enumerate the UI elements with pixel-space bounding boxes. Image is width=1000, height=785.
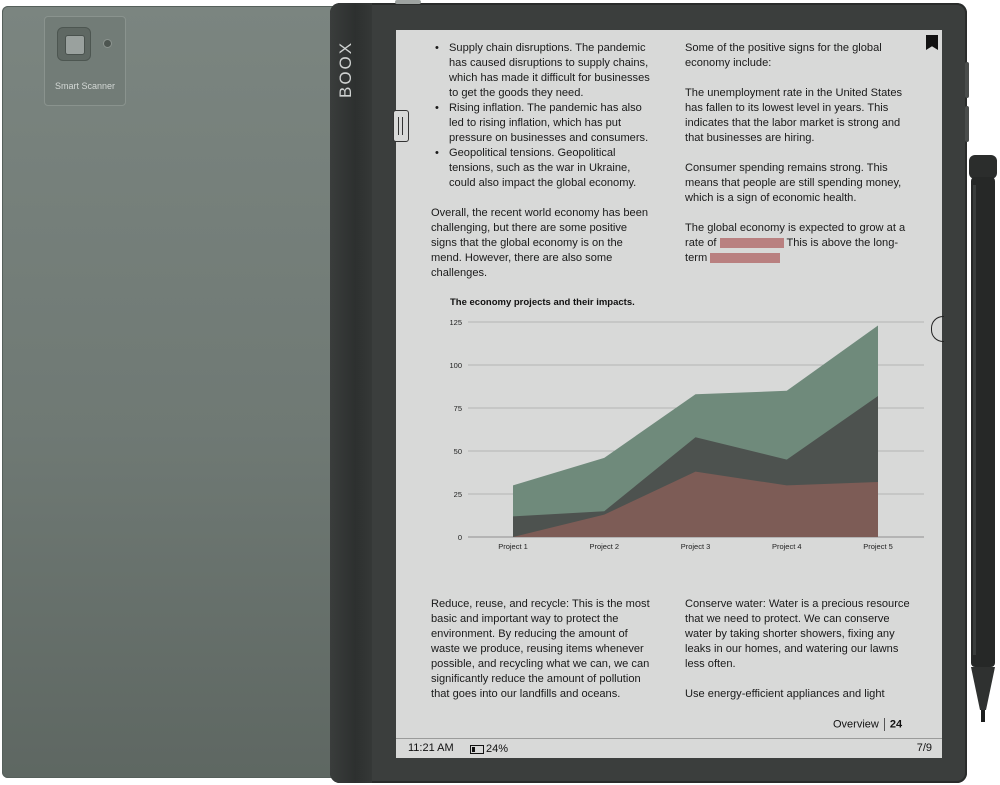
paragraph: Conserve water: Water is a precious reso…	[685, 598, 910, 670]
x-tick-label: Project 3	[681, 542, 711, 551]
flash-icon	[103, 39, 112, 48]
paragraph: The unemployment rate in the United Stat…	[685, 87, 903, 144]
y-tick-label: 125	[449, 318, 462, 327]
paragraph-text: This is above the long-term	[685, 237, 899, 264]
highlight-mark[interactable]	[719, 238, 784, 249]
battery-level: 24%	[486, 743, 509, 755]
left-top-column: Supply chain disruptions. The pandemic h…	[431, 41, 656, 281]
chart-title: The economy projects and their impacts.	[450, 297, 635, 308]
status-bar: 11:21 AM 24% 7/9	[396, 738, 942, 759]
battery-status: 24%	[470, 743, 508, 755]
x-tick-label: Project 5	[863, 542, 893, 551]
y-tick-label: 75	[454, 404, 462, 413]
paragraph: Consumer spending remains strong. This m…	[685, 162, 902, 204]
paragraph: Overall, the recent world economy has be…	[431, 207, 649, 279]
series-area	[513, 471, 878, 537]
power-button[interactable]	[395, 0, 421, 4]
y-tick-label: 25	[454, 490, 462, 499]
bookmark-icon[interactable]	[926, 35, 938, 50]
x-tick-label: Project 1	[498, 542, 528, 551]
side-button-1[interactable]	[965, 62, 969, 98]
highlight-mark[interactable]	[710, 253, 781, 264]
paragraph: Reduce, reuse, and recycle: This is the …	[431, 598, 650, 700]
stylus-pen	[969, 155, 997, 722]
right-bottom-column: Conserve water: Water is a precious reso…	[685, 597, 910, 702]
scanner-label: Smart Scanner	[54, 81, 116, 91]
bullet-item: Rising inflation. The pandemic has also …	[431, 101, 656, 146]
section-name: Overview	[833, 718, 879, 731]
page-indicator[interactable]: 7/9	[916, 742, 932, 754]
battery-icon	[470, 744, 484, 754]
bullet-item: Geopolitical tensions. Geopolitical tens…	[431, 146, 656, 191]
camera-icon	[57, 27, 91, 61]
paragraph: Some of the positive signs for the globa…	[685, 42, 882, 69]
tablet-spine	[330, 3, 372, 783]
right-top-column: Some of the positive signs for the globa…	[685, 41, 910, 266]
x-tick-label: Project 2	[589, 542, 619, 551]
clock: 11:21 AM	[408, 742, 454, 754]
section-footer: Overview 24	[833, 718, 902, 731]
area-chart: 0 25 50 75 100 125 Project 1 Project 2 Project 3…	[449, 318, 924, 551]
smart-scanner-module: Smart Scanner	[44, 16, 126, 106]
y-tick-label: 50	[454, 447, 462, 456]
tablet-back-cover	[2, 6, 352, 778]
paragraph: The global economy is expected to grow a…	[685, 221, 910, 266]
bullet-item: Supply chain disruptions. The pandemic h…	[431, 41, 656, 101]
side-button-2[interactable]	[965, 106, 969, 142]
x-tick-label: Project 4	[772, 542, 802, 551]
paragraph-text: The global economy is expected to grow a…	[685, 222, 906, 249]
section-page-number: 24	[889, 718, 903, 731]
y-tick-label: 0	[458, 533, 462, 542]
paragraph: Use energy-efficient appliances and ligh…	[685, 688, 885, 700]
brand-logo: BOOX	[336, 40, 355, 98]
left-bottom-column: Reduce, reuse, and recycle: This is the …	[431, 597, 656, 702]
handle-icon[interactable]	[393, 110, 409, 142]
y-tick-label: 100	[449, 361, 462, 370]
